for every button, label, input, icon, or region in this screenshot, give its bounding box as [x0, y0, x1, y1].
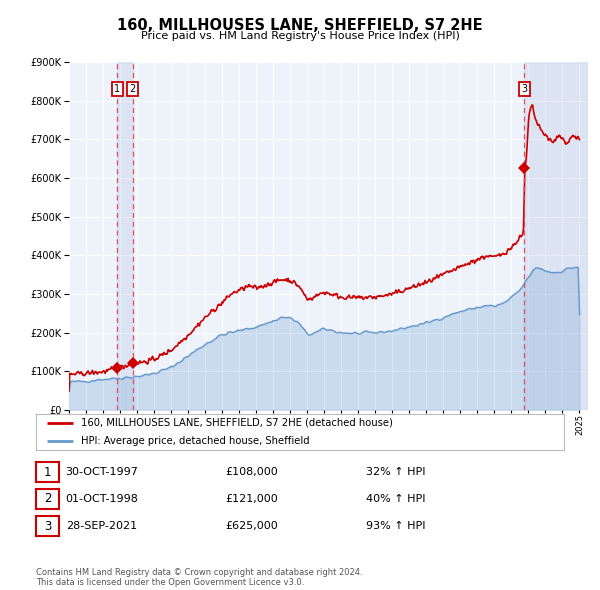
Text: 2: 2 [130, 84, 136, 94]
Bar [524, 62, 588, 410]
Text: HPI: Average price, detached house, Sheffield: HPI: Average price, detached house, Shef… [81, 436, 310, 446]
Text: 2: 2 [44, 492, 51, 505]
Text: 30-OCT-1997: 30-OCT-1997 [65, 467, 139, 477]
Text: 93% ↑ HPI: 93% ↑ HPI [366, 522, 426, 531]
Text: £625,000: £625,000 [226, 522, 278, 531]
Text: Price paid vs. HM Land Registry's House Price Index (HPI): Price paid vs. HM Land Registry's House … [140, 31, 460, 41]
Text: 01-OCT-1998: 01-OCT-1998 [65, 494, 139, 503]
Text: 40% ↑ HPI: 40% ↑ HPI [366, 494, 426, 503]
Text: £121,000: £121,000 [226, 494, 278, 503]
Bar [117, 62, 133, 410]
Text: 1: 1 [44, 466, 51, 478]
Text: 32% ↑ HPI: 32% ↑ HPI [366, 467, 426, 477]
Text: 1: 1 [114, 84, 120, 94]
Text: 28-SEP-2021: 28-SEP-2021 [67, 522, 137, 531]
Text: 3: 3 [521, 84, 527, 94]
Text: 160, MILLHOUSES LANE, SHEFFIELD, S7 2HE (detached house): 160, MILLHOUSES LANE, SHEFFIELD, S7 2HE … [81, 418, 393, 428]
Text: 3: 3 [44, 520, 51, 533]
Text: £108,000: £108,000 [226, 467, 278, 477]
Text: Contains HM Land Registry data © Crown copyright and database right 2024.
This d: Contains HM Land Registry data © Crown c… [36, 568, 362, 587]
Text: 160, MILLHOUSES LANE, SHEFFIELD, S7 2HE: 160, MILLHOUSES LANE, SHEFFIELD, S7 2HE [117, 18, 483, 32]
